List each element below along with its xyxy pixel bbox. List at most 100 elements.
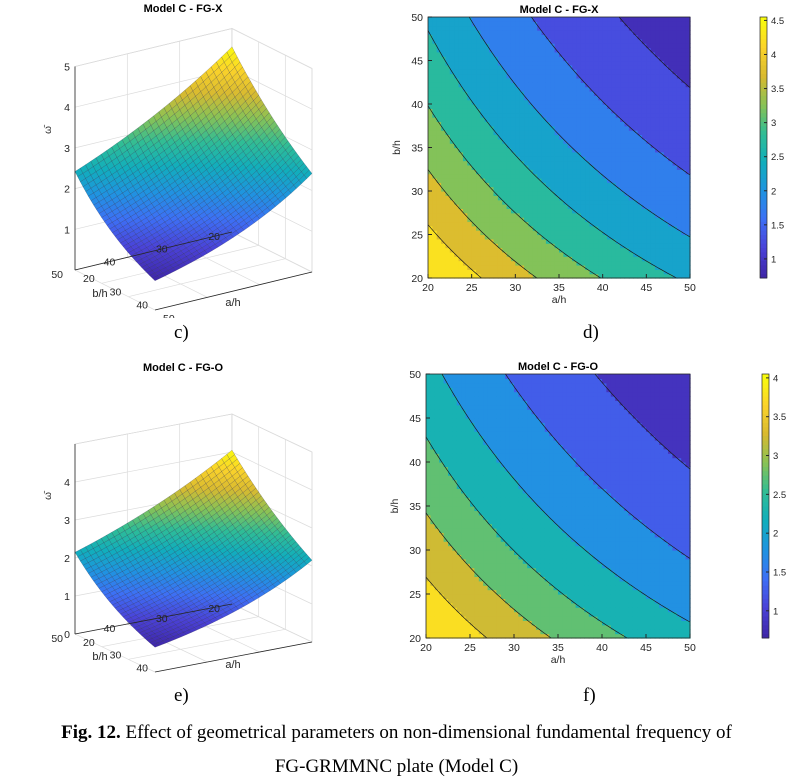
contour-cell bbox=[659, 204, 664, 209]
contour-cell bbox=[581, 65, 586, 70]
contour-cell bbox=[616, 82, 621, 87]
contour-cell bbox=[533, 200, 538, 205]
contour-cell bbox=[629, 21, 634, 26]
contour-cell bbox=[598, 165, 603, 170]
contour-cell bbox=[498, 17, 503, 22]
contour-cell bbox=[651, 256, 656, 261]
contour-cell bbox=[581, 91, 586, 96]
contour-cell bbox=[681, 269, 686, 274]
contour-cell bbox=[507, 156, 512, 161]
contour-cell bbox=[445, 113, 450, 118]
contour-cell bbox=[655, 256, 660, 261]
contour-cell bbox=[515, 226, 520, 231]
contour-cell bbox=[681, 235, 686, 240]
contour-cell bbox=[480, 65, 485, 70]
contour-cell bbox=[502, 226, 507, 231]
contour-cell bbox=[603, 117, 608, 122]
contour-cell bbox=[638, 61, 643, 66]
contour-cell bbox=[625, 134, 630, 139]
contour-cell bbox=[668, 161, 673, 166]
contour-cell bbox=[494, 65, 499, 70]
contour-cell bbox=[594, 213, 599, 218]
contour-cell bbox=[668, 261, 673, 266]
contour-cell bbox=[633, 74, 638, 79]
contour-cell bbox=[607, 256, 612, 261]
contour-cell bbox=[607, 191, 612, 196]
contour-cell bbox=[651, 130, 656, 135]
contour-cell bbox=[472, 187, 477, 192]
contour-cell bbox=[511, 17, 516, 22]
contour-cell bbox=[480, 200, 485, 205]
contour-cell bbox=[629, 113, 634, 118]
contour-cell bbox=[607, 230, 612, 235]
contour-cell bbox=[607, 130, 612, 135]
contour-cell bbox=[620, 187, 625, 192]
contour-cell bbox=[642, 213, 647, 218]
contour-cell bbox=[603, 82, 608, 87]
contour-cell bbox=[568, 156, 573, 161]
contour-cell bbox=[515, 108, 520, 113]
contour-cell bbox=[620, 252, 625, 257]
contour-cell bbox=[576, 208, 581, 213]
contour-cell bbox=[572, 169, 577, 174]
contour-cell bbox=[620, 230, 625, 235]
contour-cell bbox=[494, 204, 499, 209]
contour-cell bbox=[445, 30, 450, 35]
contour-cell bbox=[450, 91, 455, 96]
contour-cell bbox=[450, 239, 455, 244]
contour-cell bbox=[428, 78, 433, 83]
contour-cell bbox=[550, 87, 555, 92]
contour-cell bbox=[533, 113, 538, 118]
contour-cell bbox=[611, 143, 616, 148]
contour-cell bbox=[668, 195, 673, 200]
contour-cell bbox=[572, 43, 577, 48]
contour-cell bbox=[590, 200, 595, 205]
contour-cell bbox=[633, 261, 638, 266]
contour-cell bbox=[463, 261, 468, 266]
contour-cell bbox=[572, 82, 577, 87]
contour-cell bbox=[642, 113, 647, 118]
contour-cell bbox=[445, 226, 450, 231]
contour-cell bbox=[555, 174, 560, 179]
contour-cell bbox=[616, 243, 621, 248]
contour-cell bbox=[428, 261, 433, 266]
contour-cell bbox=[585, 74, 590, 79]
contour-cell bbox=[437, 165, 442, 170]
contour-cell bbox=[546, 174, 551, 179]
z-tick-label: 5 bbox=[64, 62, 70, 74]
contour-cell bbox=[537, 213, 542, 218]
contour-cell bbox=[646, 74, 651, 79]
contour-cell bbox=[489, 104, 494, 109]
contour-cell bbox=[590, 252, 595, 257]
contour-cell bbox=[528, 165, 533, 170]
contour-cell bbox=[437, 113, 442, 118]
colorbar-segment bbox=[760, 91, 767, 96]
contour-cell bbox=[594, 152, 599, 157]
contour-cell bbox=[463, 39, 468, 44]
contour-cell bbox=[537, 195, 542, 200]
contour-cell bbox=[625, 187, 630, 192]
contour-cell bbox=[677, 161, 682, 166]
colorbar-segment bbox=[760, 34, 767, 39]
contour-cell bbox=[524, 256, 529, 261]
contour-cell bbox=[463, 74, 468, 79]
contour-cell bbox=[559, 226, 564, 231]
contour-cell bbox=[677, 91, 682, 96]
contour-cell bbox=[581, 235, 586, 240]
contour-cell bbox=[498, 252, 503, 257]
colorbar-segment bbox=[760, 26, 767, 31]
contour-cell bbox=[515, 134, 520, 139]
contour-cell bbox=[502, 265, 507, 270]
contour-cell bbox=[681, 200, 686, 205]
contour-cell bbox=[563, 226, 568, 231]
contour-cell bbox=[576, 134, 581, 139]
contour-cell bbox=[677, 87, 682, 92]
contour-cell bbox=[445, 265, 450, 270]
contour-cell bbox=[432, 213, 437, 218]
contour-cell bbox=[681, 56, 686, 61]
contour-cell bbox=[489, 30, 494, 35]
contour-cell bbox=[633, 213, 638, 218]
contour-cell bbox=[638, 161, 643, 166]
contour-cell bbox=[476, 17, 481, 22]
contour-cell bbox=[673, 108, 678, 113]
